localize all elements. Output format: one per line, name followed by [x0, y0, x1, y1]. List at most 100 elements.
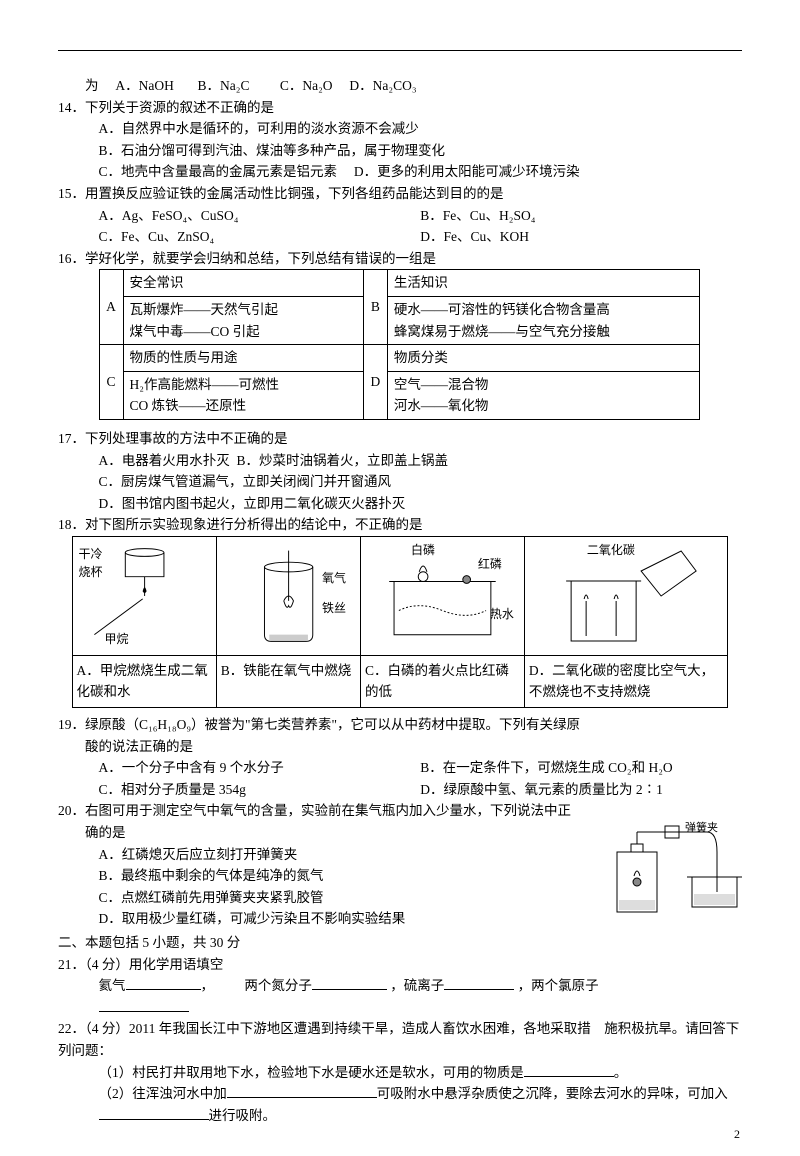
- q17-AB: A．电器着火用水扑灭 B．炒菜时油锅着火，立即盖上锅盖: [58, 450, 742, 472]
- q13-optC: C．Na₂O: [280, 78, 333, 93]
- q14-B: B．石油分馏可得到汽油、煤油等多种产品，属于物理变化: [58, 140, 742, 162]
- q17-C: C．厨房煤气管道漏气，立即关闭阀门并开窗通风: [58, 471, 742, 493]
- q19-stem1: 19．绿原酸（C₁₆H₁₈O₉）被誉为"第七类营养素"，它可以从中药材中提取。下…: [58, 714, 742, 736]
- q21-blank4[interactable]: [99, 997, 189, 1012]
- q18-B: B．铁能在氧气中燃烧: [216, 655, 360, 707]
- q13-optD: D．Na₂CO₃: [349, 78, 416, 93]
- q16-C-title: 物质的性质与用途: [123, 345, 363, 372]
- q21-blank3[interactable]: [444, 976, 514, 991]
- q16-B-label: B: [363, 270, 387, 345]
- q16-table: A 安全常识 B 生活知识 瓦斯爆炸——天然气引起 煤气中毒——CO 引起 硬水…: [99, 269, 701, 420]
- q22-l2a: （2）往浑浊河水中加: [99, 1086, 227, 1101]
- q16-B-line2: 蜂窝煤易于燃烧——与空气充分接触: [394, 321, 693, 343]
- section2-header: 二、本题包括 5 小题，共 30 分: [58, 932, 742, 954]
- q21-blank4-line: [58, 997, 742, 1019]
- q16-stem: 16．学好化学，就要学会归纳和总结，下列总结有错误的一组是: [58, 248, 742, 270]
- q16-A-line2: 煤气中毒——CO 引起: [130, 321, 357, 343]
- lbl-co2: 二氧化碳: [587, 541, 635, 560]
- q18-stem: 18．对下图所示实验现象进行分析得出的结论中，不正确的是: [58, 514, 742, 536]
- q18-fig-d: 二氧化碳: [529, 541, 723, 651]
- q17-A: A．电器着火用水扑灭: [99, 453, 230, 468]
- q22-l2: （2）往浑浊河水中加 可吸附水中悬浮杂质使之沉降，要除去河水的异味，可加入进行吸附…: [58, 1083, 742, 1126]
- q19-stem2: 酸的说法正确的是: [58, 736, 742, 758]
- q19-opts: A．一个分子中含有 9 个水分子 B．在一定条件下，可燃烧生成 CO₂和 H₂O…: [58, 757, 742, 800]
- q14-A: A．自然界中水是循环的，可利用的淡水资源不会减少: [58, 118, 742, 140]
- q16-D-body: 空气——混合物 河水——氧化物: [387, 371, 699, 419]
- lbl-dry: 干冷: [79, 545, 103, 564]
- q19-B: B．在一定条件下，可燃烧生成 CO₂和 H₂O: [420, 757, 742, 779]
- q21-p5: ，两个氯原子: [518, 978, 599, 993]
- q16-C-line1: H₂作高能燃料——可燃性: [130, 374, 357, 396]
- q19-C: C．相对分子质量是 354g: [99, 779, 421, 801]
- q18-fig-a: 干冷 烧杯 甲烷: [77, 541, 212, 651]
- q16-D-line1: 空气——混合物: [394, 374, 693, 396]
- q16-C-label: C: [99, 345, 123, 420]
- q15-C: C．Fe、Cu、ZnSO₄: [99, 226, 421, 248]
- q18-A: A．甲烷燃烧生成二氧化碳和水: [72, 655, 216, 707]
- q16-A-body: 瓦斯爆炸——天然气引起 煤气中毒——CO 引起: [123, 296, 363, 344]
- lbl-beaker: 烧杯: [79, 563, 103, 582]
- lbl-hotwater: 热水: [490, 605, 514, 624]
- q21-p2: ，: [201, 978, 215, 993]
- q21-blank1[interactable]: [126, 976, 201, 991]
- lbl-iron: 铁丝: [322, 599, 346, 618]
- q13-prefix: 为: [85, 78, 99, 93]
- q13-tail: 为 A．NaOH B．Na₂C C．Na₂O D．Na₂CO₃: [58, 75, 742, 97]
- q20-stem1: 20．右图可用于测定空气中氧气的含量，实验前在集气瓶内加入少量水，下列说法中正: [58, 800, 742, 822]
- q15-B: B．Fe、Cu、H₂SO₄: [420, 205, 742, 227]
- exam-page: 为 A．NaOH B．Na₂C C．Na₂O D．Na₂CO₃ 14．下列关于资…: [0, 0, 800, 1156]
- q22-l2c: 进行吸附。: [209, 1108, 277, 1123]
- oxygen-measure-icon: [607, 822, 742, 932]
- q16-D-title: 物质分类: [387, 345, 699, 372]
- q15-A: A．Ag、FeSO₄、CuSO₄: [99, 205, 421, 227]
- q21-p1: 氦气: [99, 978, 126, 993]
- q21-blank2[interactable]: [312, 976, 387, 991]
- q17-D: D．图书馆内图书起火，立即用二氧化碳灭火器扑灭: [58, 493, 742, 515]
- q20-figure: 弹簧夹: [607, 822, 742, 932]
- q20-fig-label: 弹簧夹: [685, 820, 718, 838]
- q18-fig-b: 氧气 铁丝: [221, 541, 356, 651]
- q13-optA: A．NaOH: [115, 78, 174, 93]
- q18-table: 干冷 烧杯 甲烷 氧气 铁丝: [72, 536, 729, 708]
- q16-B-body: 硬水——可溶性的钙镁化合物含量高 蜂窝煤易于燃烧——与空气充分接触: [387, 296, 699, 344]
- q13-optB: B．Na₂C: [198, 78, 250, 93]
- q15-opts: A．Ag、FeSO₄、CuSO₄ B．Fe、Cu、H₂SO₄ C．Fe、Cu、Z…: [58, 205, 742, 248]
- q15-D: D．Fe、Cu、KOH: [420, 226, 742, 248]
- q22-l1a: （1）村民打井取用地下水，检验地下水是硬水还是软水，可用的物质是: [99, 1065, 524, 1080]
- lbl-redP: 红磷: [478, 555, 502, 574]
- q14-D: D．更多的利用太阳能可减少环境污染: [354, 164, 580, 179]
- q21-stem: 21．（4 分）用化学用语填空: [58, 954, 742, 976]
- q18-D: D．二氧化碳的密度比空气大，不燃烧也不支持燃烧: [524, 655, 727, 707]
- q21-p3: 两个氮分子: [244, 978, 312, 993]
- q17-B: B．炒菜时油锅着火，立即盖上锅盖: [237, 453, 449, 468]
- q22-blank3[interactable]: [99, 1105, 209, 1120]
- lbl-methane: 甲烷: [105, 630, 129, 649]
- q18-fig-c: 白磷 红磷 热水: [365, 541, 520, 651]
- q22-blank1[interactable]: [524, 1062, 614, 1077]
- q19-A: A．一个分子中含有 9 个水分子: [99, 757, 421, 779]
- lbl-o2: 氧气: [322, 569, 346, 588]
- q16-D-line2: 河水——氧化物: [394, 395, 693, 417]
- q14-CD: C．地壳中含量最高的金属元素是铝元素 D．更多的利用太阳能可减少环境污染: [58, 161, 742, 183]
- q14-C: C．地壳中含量最高的金属元素是铝元素: [99, 164, 338, 179]
- q15-stem: 15．用置换反应验证铁的金属活动性比铜强，下列各组药品能达到目的的是: [58, 183, 742, 205]
- q18-C: C．白磷的着火点比红磷的低: [360, 655, 524, 707]
- q22-l1b: 。: [614, 1065, 628, 1080]
- q16-C-line2: CO 炼铁——还原性: [130, 395, 357, 417]
- q22-l2b: 可吸附水中悬浮杂质使之沉降，要除去河水的异味，可加入: [377, 1086, 728, 1101]
- q16-B-line1: 硬水——可溶性的钙镁化合物含量高: [394, 299, 693, 321]
- q22-blank2[interactable]: [227, 1084, 377, 1099]
- iron-oxygen-icon: [221, 541, 356, 651]
- q16-C-body: H₂作高能燃料——可燃性 CO 炼铁——还原性: [123, 371, 363, 419]
- q22-stem: 22．（4 分）2011 年我国长江中下游地区遭遇到持续干旱，造成人畜饮水困难，…: [58, 1018, 742, 1061]
- q17-stem: 17．下列处理事故的方法中不正确的是: [58, 428, 742, 450]
- page-number: 2: [734, 1125, 740, 1144]
- q14-stem: 14．下列关于资源的叙述不正确的是: [58, 97, 742, 119]
- q16-A-title: 安全常识: [123, 270, 363, 297]
- q16-A-label: A: [99, 270, 123, 345]
- q21-p4: ，硫离子: [390, 978, 444, 993]
- q21-blanks: 氦气 ， 两个氮分子 ，硫离子 ，两个氯原子: [58, 975, 742, 997]
- q16-A-line1: 瓦斯爆炸——天然气引起: [130, 299, 357, 321]
- q16-B-title: 生活知识: [387, 270, 699, 297]
- q16-D-label: D: [363, 345, 387, 420]
